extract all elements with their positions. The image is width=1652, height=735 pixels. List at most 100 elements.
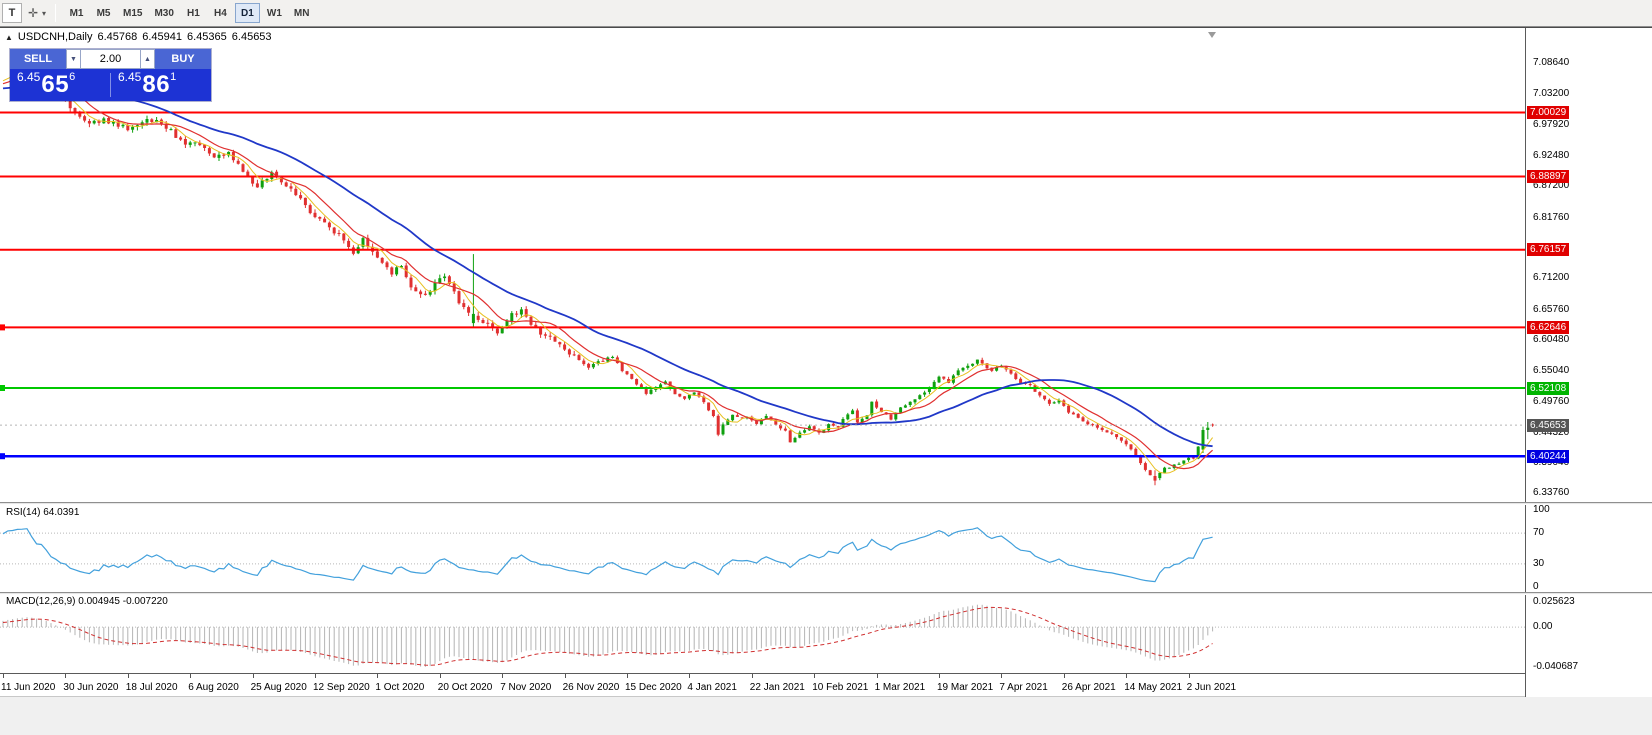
price-axis-label: 7.03200	[1533, 88, 1570, 100]
price-line-badge: 6.88897	[1527, 170, 1570, 183]
buy-button[interactable]: BUY	[155, 49, 211, 69]
timeframe-button-m5[interactable]: M5	[91, 3, 116, 23]
volume-input[interactable]: 2.00	[81, 49, 140, 69]
rsi-indicator-label: RSI(14) 64.0391	[6, 507, 80, 518]
date-axis-label: 1 Mar 2021	[874, 682, 926, 693]
date-axis-label: 7 Nov 2020	[500, 682, 552, 693]
price-axis-label: 6.71200	[1533, 272, 1570, 284]
date-axis-label: 11 Jun 2020	[1, 682, 56, 693]
price-axis-label: 6.49760	[1533, 395, 1570, 407]
macd-scale-label: 0.025623	[1533, 595, 1575, 607]
moving-average-fast	[2, 70, 1214, 474]
timeframe-button-h1[interactable]: H1	[181, 3, 206, 23]
macd-indicator-label: MACD(12,26,9) 0.004945 -0.007220	[6, 596, 168, 607]
price-line-badge: 6.62646	[1527, 320, 1570, 334]
sell-price-pip: 6	[69, 71, 76, 83]
macd-signal-line	[2, 606, 1213, 666]
text-tool-button[interactable]: T	[2, 3, 22, 23]
date-tick	[252, 674, 254, 678]
ohlc-high: 6.45941	[142, 31, 183, 43]
tool-dropdown-arrow-icon[interactable]: ▾	[42, 8, 47, 18]
ohlc-low: 6.45365	[187, 31, 227, 43]
timeframe-button-m1[interactable]: M1	[64, 3, 89, 23]
date-axis-label: 30 Jun 2020	[63, 682, 119, 693]
crosshair-tool-icon[interactable]: ✛	[27, 6, 39, 20]
date-axis-label: 26 Apr 2021	[1061, 682, 1116, 693]
price-line-badge: 6.40244	[1527, 449, 1570, 463]
buy-price-prefix: 6.45	[118, 70, 142, 84]
ohlc-open: 6.45768	[97, 31, 138, 43]
date-axis-label: 2 Jun 2021	[1186, 682, 1237, 693]
buy-price-main: 86	[142, 71, 171, 98]
macd-histogram	[2, 604, 1214, 667]
date-tick	[315, 674, 316, 678]
date-tick	[3, 674, 4, 678]
date-tick	[1063, 674, 1065, 678]
price-axis-label: 6.55040	[1533, 365, 1570, 377]
date-axis-label: 12 Sep 2020	[313, 682, 370, 693]
horizontal-level-lines	[0, 111, 1525, 460]
status-strip	[0, 696, 1652, 735]
pane-splitter-macd[interactable]	[0, 592, 1652, 595]
volume-decrease-button[interactable]: ▼	[66, 49, 81, 69]
rsi-scale-label: 100	[1533, 504, 1550, 515]
date-tick	[377, 674, 379, 678]
price-axis-label: 6.92480	[1533, 149, 1570, 161]
price-axis-label: 6.44320	[1533, 426, 1570, 438]
timeframe-group: M1 M5 M15 M30 H1 H4 D1 W1 MN	[63, 3, 315, 23]
date-axis-label: 14 May 2021	[1124, 682, 1183, 693]
sell-button[interactable]: SELL	[10, 49, 66, 69]
one-click-trading-panel: SELL ▼ 2.00 ▲ BUY 6.45656 6.45861	[10, 49, 211, 101]
chart-canvas[interactable]	[0, 28, 1525, 697]
price-line-badge: 6.45653	[1527, 418, 1570, 432]
date-tick	[689, 674, 691, 678]
trade-prices-row: 6.45656 6.45861	[10, 69, 211, 101]
price-axis-label: 6.33760	[1533, 487, 1570, 499]
date-axis-label: 25 Aug 2020	[250, 682, 307, 693]
timeframe-button-m15[interactable]: M15	[118, 3, 147, 23]
sell-price-prefix: 6.45	[17, 70, 41, 84]
moving-average-slow	[2, 83, 1213, 448]
date-axis-label: 7 Apr 2021	[999, 682, 1048, 693]
date-tick	[190, 674, 192, 678]
buy-price-display[interactable]: 6.45861	[111, 70, 211, 100]
date-axis[interactable]: 11 Jun 2020 30 Jun 2020 18 Jul 2020 6 Aug 2…	[0, 673, 1525, 697]
date-axis-label: 19 Mar 2021	[937, 682, 994, 693]
date-axis-label: 26 Nov 2020	[562, 682, 620, 693]
price-axis-label: 6.65760	[1533, 303, 1570, 315]
sell-price-display[interactable]: 6.45656	[10, 70, 110, 100]
timeframe-button-d1[interactable]: D1	[234, 3, 260, 23]
date-tick	[439, 674, 441, 678]
chart-symbol-icon: ▲	[5, 33, 13, 42]
date-axis-label: 22 Jan 2021	[749, 682, 805, 693]
chart-symbol-label: USDCNH,Daily	[17, 31, 93, 43]
date-tick	[127, 674, 129, 678]
timeframe-button-w1[interactable]: W1	[262, 3, 287, 23]
date-axis-label: 10 Feb 2021	[812, 682, 869, 693]
macd-scale-label: 0.00	[1533, 621, 1553, 633]
price-line-badge: 6.52108	[1527, 381, 1570, 395]
date-tick	[876, 674, 878, 678]
buy-price-pip: 1	[170, 71, 177, 83]
rsi-scale-label: 0	[1533, 581, 1539, 592]
volume-increase-button[interactable]: ▲	[140, 49, 155, 69]
date-axis-label: 18 Jul 2020	[125, 682, 178, 693]
price-axis[interactable]: 7.08640 7.03200 6.97920 6.92480 6.87200 6.817…	[1525, 28, 1652, 697]
rsi-scale-label: 30	[1533, 557, 1545, 569]
date-axis-label: 4 Jan 2021	[687, 682, 737, 693]
date-tick	[627, 674, 628, 678]
pane-splitter-rsi[interactable]	[0, 502, 1652, 505]
date-tick	[564, 674, 566, 678]
timeframe-button-h4[interactable]: H4	[208, 3, 233, 23]
trade-controls-row: SELL ▼ 2.00 ▲ BUY	[10, 49, 211, 69]
moving-average-mid	[2, 73, 1214, 470]
date-axis-label: 6 Aug 2020	[188, 682, 239, 693]
date-tick	[751, 674, 753, 678]
rsi-line	[2, 527, 1213, 583]
chart-toolbar: T ✛ ▾ M1 M5 M15 M30 H1 H4 D1 W1 MN	[0, 0, 1652, 27]
timeframe-button-m30[interactable]: M30	[149, 3, 178, 23]
ohlc-close: 6.45653	[231, 31, 272, 43]
date-tick	[814, 674, 816, 678]
date-axis-label: 15 Dec 2020	[625, 682, 682, 693]
timeframe-button-mn[interactable]: MN	[289, 3, 315, 23]
